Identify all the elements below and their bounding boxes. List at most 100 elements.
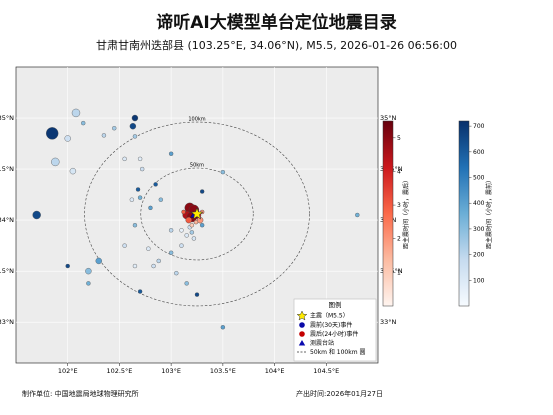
x-tick-label: 103°E [161,367,181,375]
legend-item-30d: 震前(30天)事件 [310,321,352,329]
event-30d-point [46,127,59,140]
footer-producer: 制作单位: 中国地震局地球物理研究所 [22,390,139,398]
colorbar-30d-bar [458,120,470,307]
colorbar-24h-ticks: 1 2 3 4 5 [393,135,401,276]
event-30d-point [174,270,179,276]
event-24h-point [189,223,195,228]
x-tick-label: 104.5°E [313,367,339,375]
colorbar-30d-ticks: 100 200 300 400 500 600 700 [469,123,485,284]
event-30d-point [168,151,174,156]
colorbar-tick-label: 4 [397,168,401,175]
colorbar-tick-label: 100 [473,277,485,284]
event-30d-point [199,223,205,228]
colorbar-24h-bar [382,120,394,307]
colorbar-tick-label: 2 [397,236,401,243]
event-24h-point [185,216,192,224]
x-tick-label: 104°E [265,367,285,375]
colorbar-24h: 1 2 3 4 5 距主震时间（小时，震后） [382,120,410,307]
legend-item-mainshock: 主震（M5.5） [310,312,349,320]
event-24h-point [193,219,199,225]
y-tick-label-right: 35°N [380,114,397,122]
x-tick-label: 103.5°E [210,367,236,375]
distance-rings: 50km 100km [84,117,310,307]
colorbar-tick-label: 700 [473,123,485,130]
event-30d-point [129,197,135,202]
x-tick-label: 102°E [58,367,78,375]
event-30d-point [71,108,81,118]
y-tick-label-left: 35°N [0,114,14,122]
colorbar-tick-label: 5 [397,135,401,142]
ring-label: 50km [190,163,204,169]
mainshock-star-icon [190,207,204,220]
footer-date: 产出时间:2026年01月27日 [296,390,383,398]
x-tick-label: 102.5°E [106,367,132,375]
event-30d-point [86,281,91,286]
event-30d-point [156,258,161,264]
event-30d-point [153,182,158,187]
legend-title: 图例 [329,300,342,309]
colorbar-tick-label: 200 [473,252,485,259]
y-tick-label-left: 33.5°N [0,267,14,275]
y-tick-label-right: 33°N [380,318,397,326]
event-30d-point [69,167,77,175]
event-30d-point [135,187,141,192]
colorbar-24h-label: 距主震时间（小时，震后） [402,177,410,249]
event-30d-point [137,195,143,200]
event-30d-point [168,228,174,233]
ring-100km [84,121,310,307]
event-30d-point [148,205,153,211]
event-30d-point [85,267,92,275]
event-30d-point [122,156,127,162]
page-subtitle: 甘肃甘南州迭部县 (103.25°E, 34.06°N), M5.5, 2026… [95,39,458,52]
event-30d-point [191,236,197,241]
ring-label: 100km [188,117,205,123]
event-30d-point [131,114,139,122]
event-30d-point [129,122,137,130]
special-markers [190,207,204,220]
event-30d-point [95,257,102,265]
y-tick-label-left: 34.5°N [0,165,14,173]
event-30d-point [199,189,205,194]
event-30d-point [132,223,138,228]
y-tick-label-left: 34°N [0,216,14,224]
event-30d-point [81,120,86,126]
colorbar-30d-label: 距主震时间（小时，震前） [485,177,493,249]
event-30d-point [51,157,60,167]
legend-star-icon [296,310,308,321]
legend-red-dot-icon [299,331,305,337]
colorbar-tick-label: 500 [473,175,485,182]
event-30d-point [355,212,360,218]
event-30d-point [64,135,71,142]
event-30d-point [122,243,127,248]
event-30d-point [194,292,200,297]
colorbar-tick-label: 400 [473,200,485,207]
event-30d-point [146,246,151,251]
legend: 图例 主震（M5.5） 震前(30天)事件 震后(24小时)事件 测震台站 50… [293,298,377,362]
legend-blue-dot-icon [299,322,305,328]
event-30d-point [189,230,195,235]
page-title: 谛听AI大模型单台定位地震目录 [156,13,397,33]
colorbar-tick-label: 3 [397,202,401,209]
event-30d-point [168,250,174,255]
event-30d-point [101,133,107,138]
colorbar-tick-label: 1 [397,269,401,276]
event-30d-point [65,263,70,269]
event-30d-point [179,243,184,248]
event-30d-point [158,197,164,202]
event-30d-point [132,134,138,139]
legend-item-station: 测震台站 [310,339,334,347]
ring-50km [140,167,254,261]
event-30d-point [220,325,226,330]
event-30d-point [184,233,189,238]
event-30d-point [137,289,143,294]
event-30d-point [32,210,41,220]
colorbar-tick-label: 300 [473,226,485,233]
event-30d-point [112,126,117,131]
event-30d-point [179,228,184,233]
legend-station-triangle-icon [298,340,306,346]
y-tick-label-left: 33°N [0,318,14,326]
event-30d-point [132,263,138,269]
colorbar-30d: 100 200 300 400 500 600 700 距主震时间（小时，震前） [458,120,493,307]
event-30d-point [139,166,145,172]
